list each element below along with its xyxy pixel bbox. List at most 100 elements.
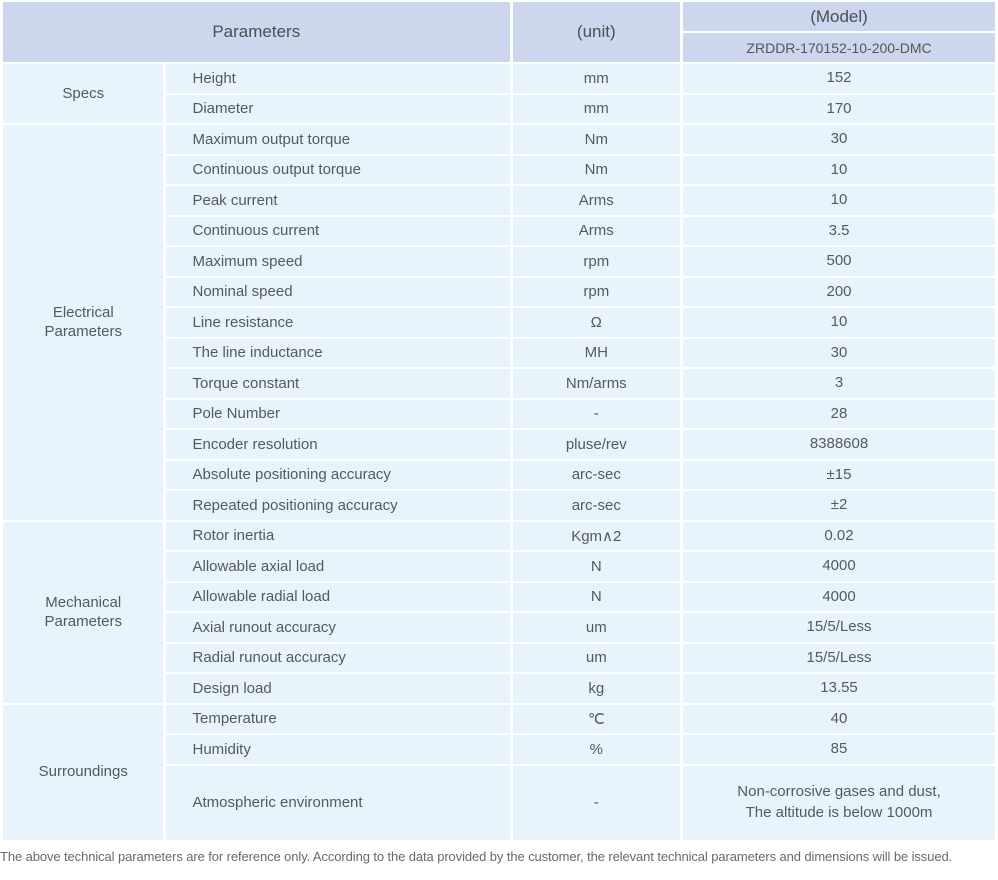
header-model: (Model) bbox=[683, 2, 995, 31]
value-cell: 3 bbox=[683, 369, 995, 398]
unit-cell: Nm bbox=[512, 125, 681, 154]
param-name-cell: Pole Number bbox=[166, 399, 510, 428]
header-row-2: ZRDDR-170152-10-200-DMC bbox=[3, 33, 995, 62]
group-cell-surroundings: Surroundings bbox=[3, 704, 164, 840]
table-row: Allowable axial load N 4000 bbox=[3, 552, 995, 581]
table-row: Radial runout accuracy um 15/5/Less bbox=[3, 643, 995, 672]
unit-cell: mm bbox=[512, 94, 681, 123]
table-row: Nominal speed rpm 200 bbox=[3, 277, 995, 306]
param-name-cell: Encoder resolution bbox=[166, 430, 510, 459]
header-parameters: Parameters bbox=[3, 2, 510, 62]
param-name-cell: Height bbox=[166, 64, 510, 93]
param-name-cell: Atmospheric environment bbox=[166, 765, 510, 840]
unit-cell: Ω bbox=[512, 308, 681, 337]
header-unit: (unit) bbox=[512, 2, 681, 62]
unit-cell: - bbox=[512, 765, 681, 840]
group-cell-specs: Specs bbox=[3, 64, 164, 123]
value-cell: 85 bbox=[683, 735, 995, 764]
table-row: Allowable radial load N 4000 bbox=[3, 582, 995, 611]
table-row: Atmospheric environment - Non-corrosive … bbox=[3, 765, 995, 840]
value-cell: 15/5/Less bbox=[683, 613, 995, 642]
table-row: Design load kg 13.55 bbox=[3, 674, 995, 703]
param-name-cell: Continuous current bbox=[166, 216, 510, 245]
table-row: Encoder resolution pluse/rev 8388608 bbox=[3, 430, 995, 459]
param-name-cell: Allowable axial load bbox=[166, 552, 510, 581]
table-row: Axial runout accuracy um 15/5/Less bbox=[3, 613, 995, 642]
unit-cell: kg bbox=[512, 674, 681, 703]
param-name-cell: Axial runout accuracy bbox=[166, 613, 510, 642]
param-name-cell: The line inductance bbox=[166, 338, 510, 367]
param-name-cell: Temperature bbox=[166, 704, 510, 733]
unit-cell: arc-sec bbox=[512, 491, 681, 520]
unit-cell: um bbox=[512, 643, 681, 672]
unit-cell: mm bbox=[512, 64, 681, 93]
param-name-cell: Rotor inertia bbox=[166, 521, 510, 550]
value-cell: 4000 bbox=[683, 582, 995, 611]
table-row: Pole Number - 28 bbox=[3, 399, 995, 428]
param-name-cell: Continuous output torque bbox=[166, 155, 510, 184]
value-cell: 30 bbox=[683, 338, 995, 367]
param-name-cell: Line resistance bbox=[166, 308, 510, 337]
table-row: Repeated positioning accuracy arc-sec ±2 bbox=[3, 491, 995, 520]
value-cell: 152 bbox=[683, 64, 995, 93]
header-row-1: Parameters (unit) (Model) bbox=[3, 2, 995, 62]
table-row: Maximum speed rpm 500 bbox=[3, 247, 995, 276]
value-cell: ±2 bbox=[683, 491, 995, 520]
table-row: Surroundings Temperature ℃ 40 bbox=[3, 704, 995, 840]
unit-cell: Arms bbox=[512, 186, 681, 215]
unit-cell: Arms bbox=[512, 216, 681, 245]
param-name-cell: Allowable radial load bbox=[166, 582, 510, 611]
param-name-cell: Torque constant bbox=[166, 369, 510, 398]
table-row: The line inductance MH 30 bbox=[3, 338, 995, 367]
table-row: Absolute positioning accuracy arc-sec ±1… bbox=[3, 460, 995, 489]
unit-cell: Kgm∧2 bbox=[512, 521, 681, 550]
table-row: Specs Height mm 152 bbox=[3, 64, 995, 123]
value-cell: 4000 bbox=[683, 552, 995, 581]
unit-cell: um bbox=[512, 613, 681, 642]
unit-cell: arc-sec bbox=[512, 460, 681, 489]
value-cell: 0.02 bbox=[683, 521, 995, 550]
param-name-cell: Nominal speed bbox=[166, 277, 510, 306]
value-cell: 500 bbox=[683, 247, 995, 276]
param-name-cell: Peak current bbox=[166, 186, 510, 215]
value-cell: 3.5 bbox=[683, 216, 995, 245]
footnote: The above technical parameters are for r… bbox=[0, 848, 953, 864]
param-name-cell: Diameter bbox=[166, 94, 510, 123]
table-row: Continuous output torque Nm 10 bbox=[3, 155, 995, 184]
param-name-cell: Repeated positioning accuracy bbox=[166, 491, 510, 520]
value-cell: 170 bbox=[683, 94, 995, 123]
parameters-table: Parameters (unit) (Model) ZRDDR-170152-1… bbox=[3, 2, 995, 840]
param-name-cell: Design load bbox=[166, 674, 510, 703]
unit-cell: N bbox=[512, 552, 681, 581]
value-cell: 15/5/Less bbox=[683, 643, 995, 672]
value-cell: 10 bbox=[683, 155, 995, 184]
table-row: Electrical Parameters Maximum output tor… bbox=[3, 125, 995, 520]
table-row: Torque constant Nm/arms 3 bbox=[3, 369, 995, 398]
param-name-cell: Maximum speed bbox=[166, 247, 510, 276]
value-cell: 28 bbox=[683, 399, 995, 428]
unit-cell: Nm/arms bbox=[512, 369, 681, 398]
group-cell-mechanical: Mechanical Parameters bbox=[3, 521, 164, 703]
unit-cell: rpm bbox=[512, 277, 681, 306]
value-cell: 8388608 bbox=[683, 430, 995, 459]
value-cell: ±15 bbox=[683, 460, 995, 489]
value-cell: Non-corrosive gases and dust, The altitu… bbox=[683, 765, 995, 840]
unit-cell: - bbox=[512, 399, 681, 428]
value-cell: 30 bbox=[683, 125, 995, 154]
table-row: Line resistance Ω 10 bbox=[3, 308, 995, 337]
table-row: Mechanical Parameters Rotor inertia Kgm∧… bbox=[3, 521, 995, 703]
param-name-cell: Maximum output torque bbox=[166, 125, 510, 154]
unit-cell: pluse/rev bbox=[512, 430, 681, 459]
unit-cell: rpm bbox=[512, 247, 681, 276]
table-row: Diameter mm 170 bbox=[3, 94, 995, 123]
unit-cell: MH bbox=[512, 338, 681, 367]
value-cell: 10 bbox=[683, 186, 995, 215]
group-cell-electrical: Electrical Parameters bbox=[3, 125, 164, 520]
param-name-cell: Humidity bbox=[166, 735, 510, 764]
value-cell: 13.55 bbox=[683, 674, 995, 703]
table-row: Peak current Arms 10 bbox=[3, 186, 995, 215]
table-row: Continuous current Arms 3.5 bbox=[3, 216, 995, 245]
unit-cell: % bbox=[512, 735, 681, 764]
value-cell: 10 bbox=[683, 308, 995, 337]
param-name-cell: Radial runout accuracy bbox=[166, 643, 510, 672]
